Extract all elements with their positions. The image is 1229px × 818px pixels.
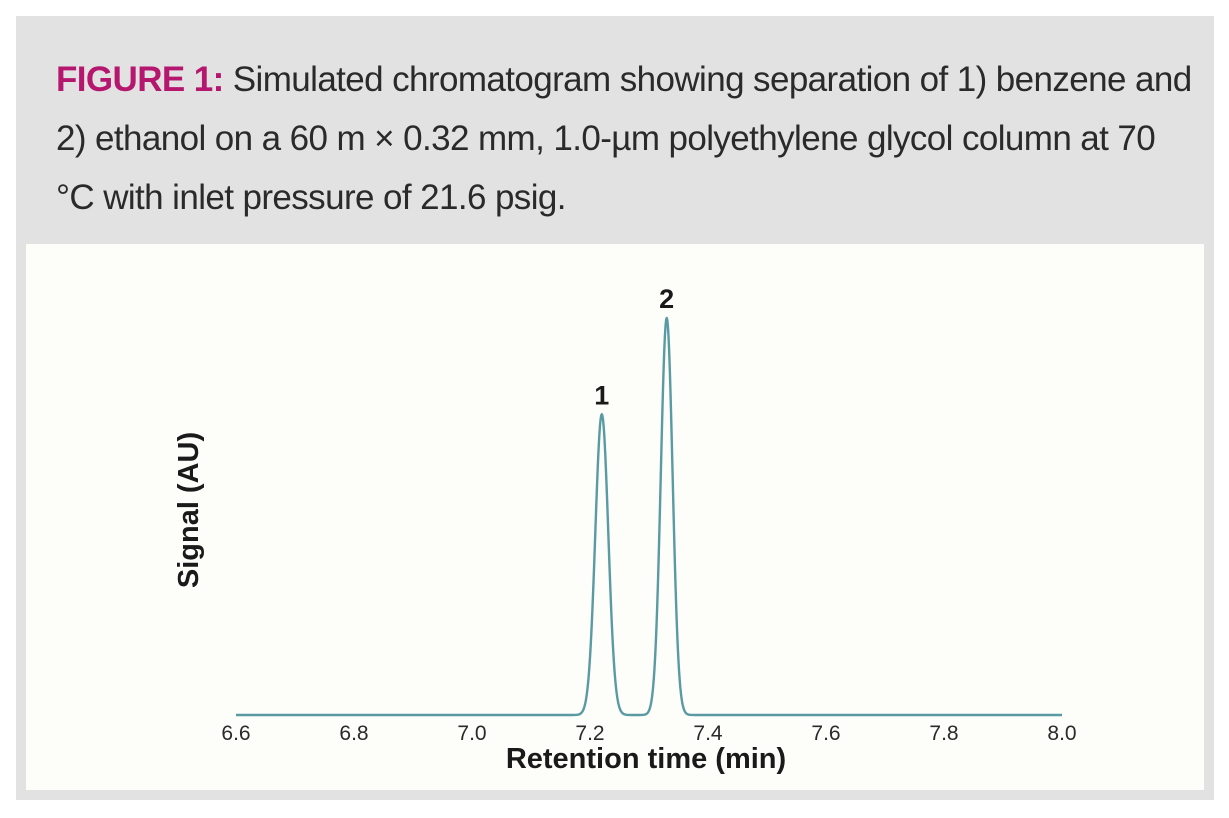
x-axis-title: Retention time (min) — [506, 743, 786, 775]
peak-label-1: 1 — [594, 380, 609, 410]
figure-label: FIGURE 1: — [56, 60, 224, 99]
x-tick-label: 6.8 — [339, 722, 368, 745]
chromatogram-trace — [235, 316, 1063, 717]
x-tick-label: 7.8 — [929, 722, 958, 745]
peak-label-2: 2 — [659, 284, 674, 314]
figure-frame: FIGURE 1: Simulated chromatogram showing… — [16, 16, 1214, 800]
x-tick-label: 8.0 — [1047, 722, 1076, 745]
x-tick-label: 7.6 — [811, 722, 840, 745]
chromatogram-chart: 6.6 6.8 7.0 7.2 7.4 7.6 7.8 8.0 1 2 Retention ti… — [173, 284, 1077, 775]
x-tick-label: 7.4 — [693, 722, 723, 745]
y-axis-title: Signal (AU) — [173, 432, 205, 588]
plot-panel: 6.6 6.8 7.0 7.2 7.4 7.6 7.8 8.0 1 2 Retention ti… — [26, 244, 1204, 790]
x-tick-label: 7.0 — [457, 722, 486, 745]
x-tick-label: 7.2 — [575, 722, 604, 745]
x-tick-label: 6.6 — [221, 722, 250, 745]
figure-caption: FIGURE 1: Simulated chromatogram showing… — [56, 50, 1196, 227]
caption-text: Simulated chromatogram showing separatio… — [56, 60, 1192, 217]
